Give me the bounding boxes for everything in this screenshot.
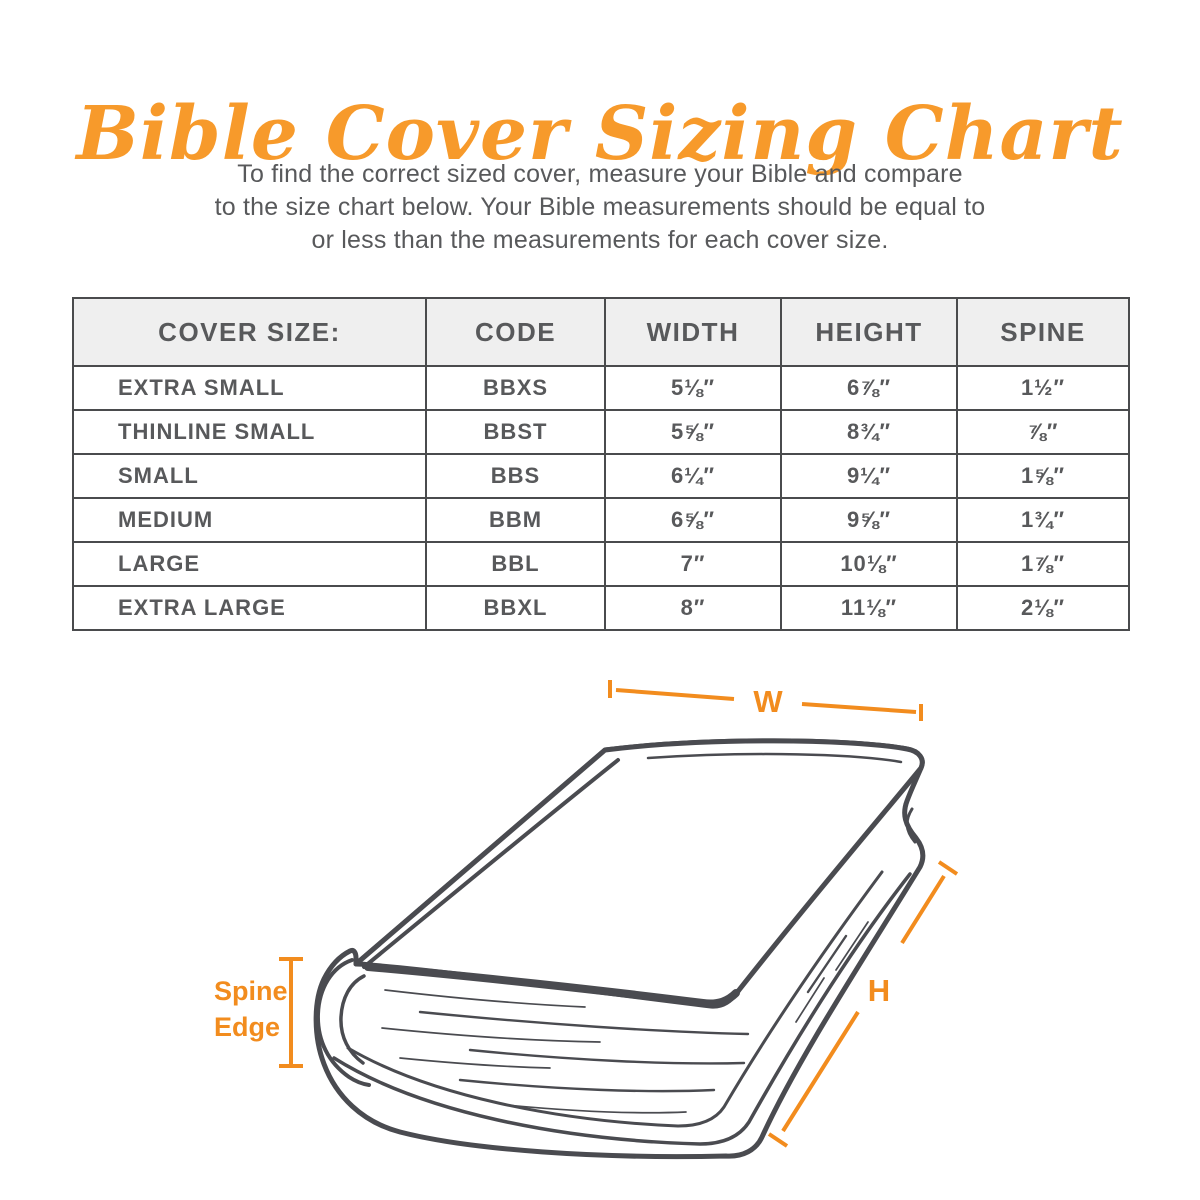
- height-cell: 8¾″: [780, 409, 958, 455]
- page-texture-lines: [381, 921, 869, 1114]
- page-texture-lines: [418, 934, 848, 1093]
- height-dimension-line: [767, 860, 959, 1148]
- spine-cell: 2⅛″: [956, 585, 1130, 631]
- spine-cell: 1½″: [956, 365, 1130, 411]
- width-cell: 6¼″: [604, 453, 782, 499]
- height-cell: 11⅛″: [780, 585, 958, 631]
- cover-size-cell: MEDIUM: [72, 497, 427, 543]
- sizing-table: COVER SIZE: CODE WIDTH HEIGHT SPINE EXTR…: [72, 297, 1130, 631]
- bottom-cover-line: [346, 870, 884, 1128]
- height-label: H: [868, 973, 890, 1008]
- cover-size-cell: EXTRA LARGE: [72, 585, 427, 631]
- fore-edge-curl-line: [905, 807, 917, 844]
- dimension-markers: W H Spine Edge: [214, 680, 959, 1148]
- bottom-cover-line: [332, 872, 912, 1146]
- code-cell: BBXS: [425, 365, 606, 411]
- cover-head-inner-line: [646, 752, 903, 764]
- width-cell: 5⅛″: [604, 365, 782, 411]
- width-cell: 8″: [604, 585, 782, 631]
- cover-size-cell: LARGE: [72, 541, 427, 587]
- spine-dimension-line: [279, 957, 303, 1068]
- width-cell: 6⅝″: [604, 497, 782, 543]
- table-row: EXTRA SMALL BBXS 5⅛″ 6⅞″ 1½″: [72, 365, 1130, 411]
- cover-tail-shadow: [364, 963, 740, 1008]
- spine-cell: 1⅞″: [956, 541, 1130, 587]
- table-row: THINLINE SMALL BBST 5⅝″ 8¾″ ⅞″: [72, 409, 1130, 455]
- header-cell-code: CODE: [425, 297, 606, 367]
- spine-edge-label: Spine Edge: [214, 976, 288, 1042]
- intro-line: or less than the measurements for each c…: [311, 226, 889, 254]
- width-cell: 7″: [604, 541, 782, 587]
- table-header-row: COVER SIZE: CODE WIDTH HEIGHT SPINE: [72, 297, 1130, 367]
- cover-size-cell: THINLINE SMALL: [72, 409, 427, 455]
- cover-hinge-line: [362, 758, 620, 969]
- spine-cell: 1¾″: [956, 497, 1130, 543]
- header-cell-cover-size: COVER SIZE:: [72, 297, 427, 367]
- code-cell: BBL: [425, 541, 606, 587]
- height-cell: 9⅝″: [780, 497, 958, 543]
- code-cell: BBS: [425, 453, 606, 499]
- height-cell: 9¼″: [780, 453, 958, 499]
- spine-edge-label-line1: Spine: [214, 976, 288, 1006]
- spine-cell: ⅞″: [956, 409, 1130, 455]
- table-row: LARGE BBL 7″ 10⅛″ 1⅞″: [72, 541, 1130, 587]
- header-cell-width: WIDTH: [604, 297, 782, 367]
- book-measurement-diagram: W H Spine Edge: [214, 680, 959, 1160]
- book-illustration: [313, 738, 926, 1160]
- intro-line: to the size chart below. Your Bible meas…: [214, 193, 986, 221]
- cover-size-cell: EXTRA SMALL: [72, 365, 427, 411]
- table-row: MEDIUM BBM 6⅝″ 9⅝″ 1¾″: [72, 497, 1130, 543]
- height-cell: 6⅞″: [780, 365, 958, 411]
- code-cell: BBM: [425, 497, 606, 543]
- spine-cell: 1⅝″: [956, 453, 1130, 499]
- width-cell: 5⅝″: [604, 409, 782, 455]
- intro-text: To find the correct sized cover, measure…: [0, 158, 1200, 257]
- spine-end-arc-outer: [315, 958, 371, 1087]
- code-cell: BBXL: [425, 585, 606, 631]
- header-cell-height: HEIGHT: [780, 297, 958, 367]
- height-cell: 10⅛″: [780, 541, 958, 587]
- table-row: SMALL BBS 6¼″ 9¼″ 1⅝″: [72, 453, 1130, 499]
- width-dimension-line: [608, 680, 923, 721]
- code-cell: BBST: [425, 409, 606, 455]
- spine-end-arc-inner: [339, 974, 366, 1065]
- table-row: EXTRA LARGE BBXL 8″ 11⅛″ 2⅛″: [72, 585, 1130, 631]
- intro-line: To find the correct sized cover, measure…: [237, 160, 963, 188]
- cover-size-cell: SMALL: [72, 453, 427, 499]
- spine-edge-label-line2: Edge: [214, 1012, 280, 1042]
- page-title: Bible Cover Sizing Chart: [76, 90, 1124, 177]
- header-cell-spine: SPINE: [956, 297, 1130, 367]
- width-label: W: [753, 684, 783, 719]
